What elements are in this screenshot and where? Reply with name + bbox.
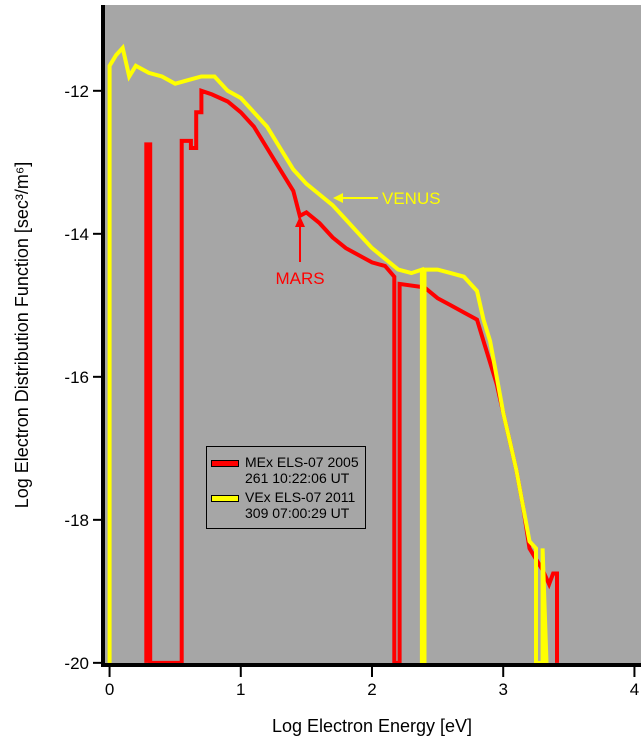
x-tick-label: 1	[236, 680, 245, 699]
x-axis-title: Log Electron Energy [eV]	[272, 716, 472, 736]
y-tick-label: -18	[64, 511, 89, 530]
y-tick-label: -20	[64, 654, 89, 673]
series-line	[107, 43, 549, 665]
legend-label: VEx ELS-07 2011 309 07:00:29 UT	[245, 489, 356, 521]
legend-swatch	[211, 460, 239, 467]
annotation: VENUS	[382, 189, 441, 208]
legend-entry: VEx ELS-07 2011 309 07:00:29 UT	[211, 489, 361, 521]
y-tick-label: -14	[64, 225, 89, 244]
y-axis-title: Log Electron Distribution Function [sec³…	[12, 162, 32, 509]
x-tick-label: 2	[367, 680, 376, 699]
x-tick-label: 3	[498, 680, 507, 699]
arrowhead	[333, 193, 343, 203]
annotation: MARS	[275, 269, 324, 288]
legend-swatch	[211, 495, 239, 502]
y-tick-label: -16	[64, 368, 89, 387]
plot-background	[103, 5, 641, 665]
legend: MEx ELS-07 2005 261 10:22:06 UT VEx ELS-0…	[206, 446, 366, 529]
x-tick-label: 0	[105, 680, 114, 699]
x-tick-label: 4	[630, 680, 639, 699]
series-layer	[107, 43, 559, 665]
legend-entry: MEx ELS-07 2005 261 10:22:06 UT	[211, 454, 361, 486]
y-tick-label: -12	[64, 82, 89, 101]
legend-label: MEx ELS-07 2005 261 10:22:06 UT	[245, 454, 359, 486]
arrowhead	[295, 216, 305, 227]
